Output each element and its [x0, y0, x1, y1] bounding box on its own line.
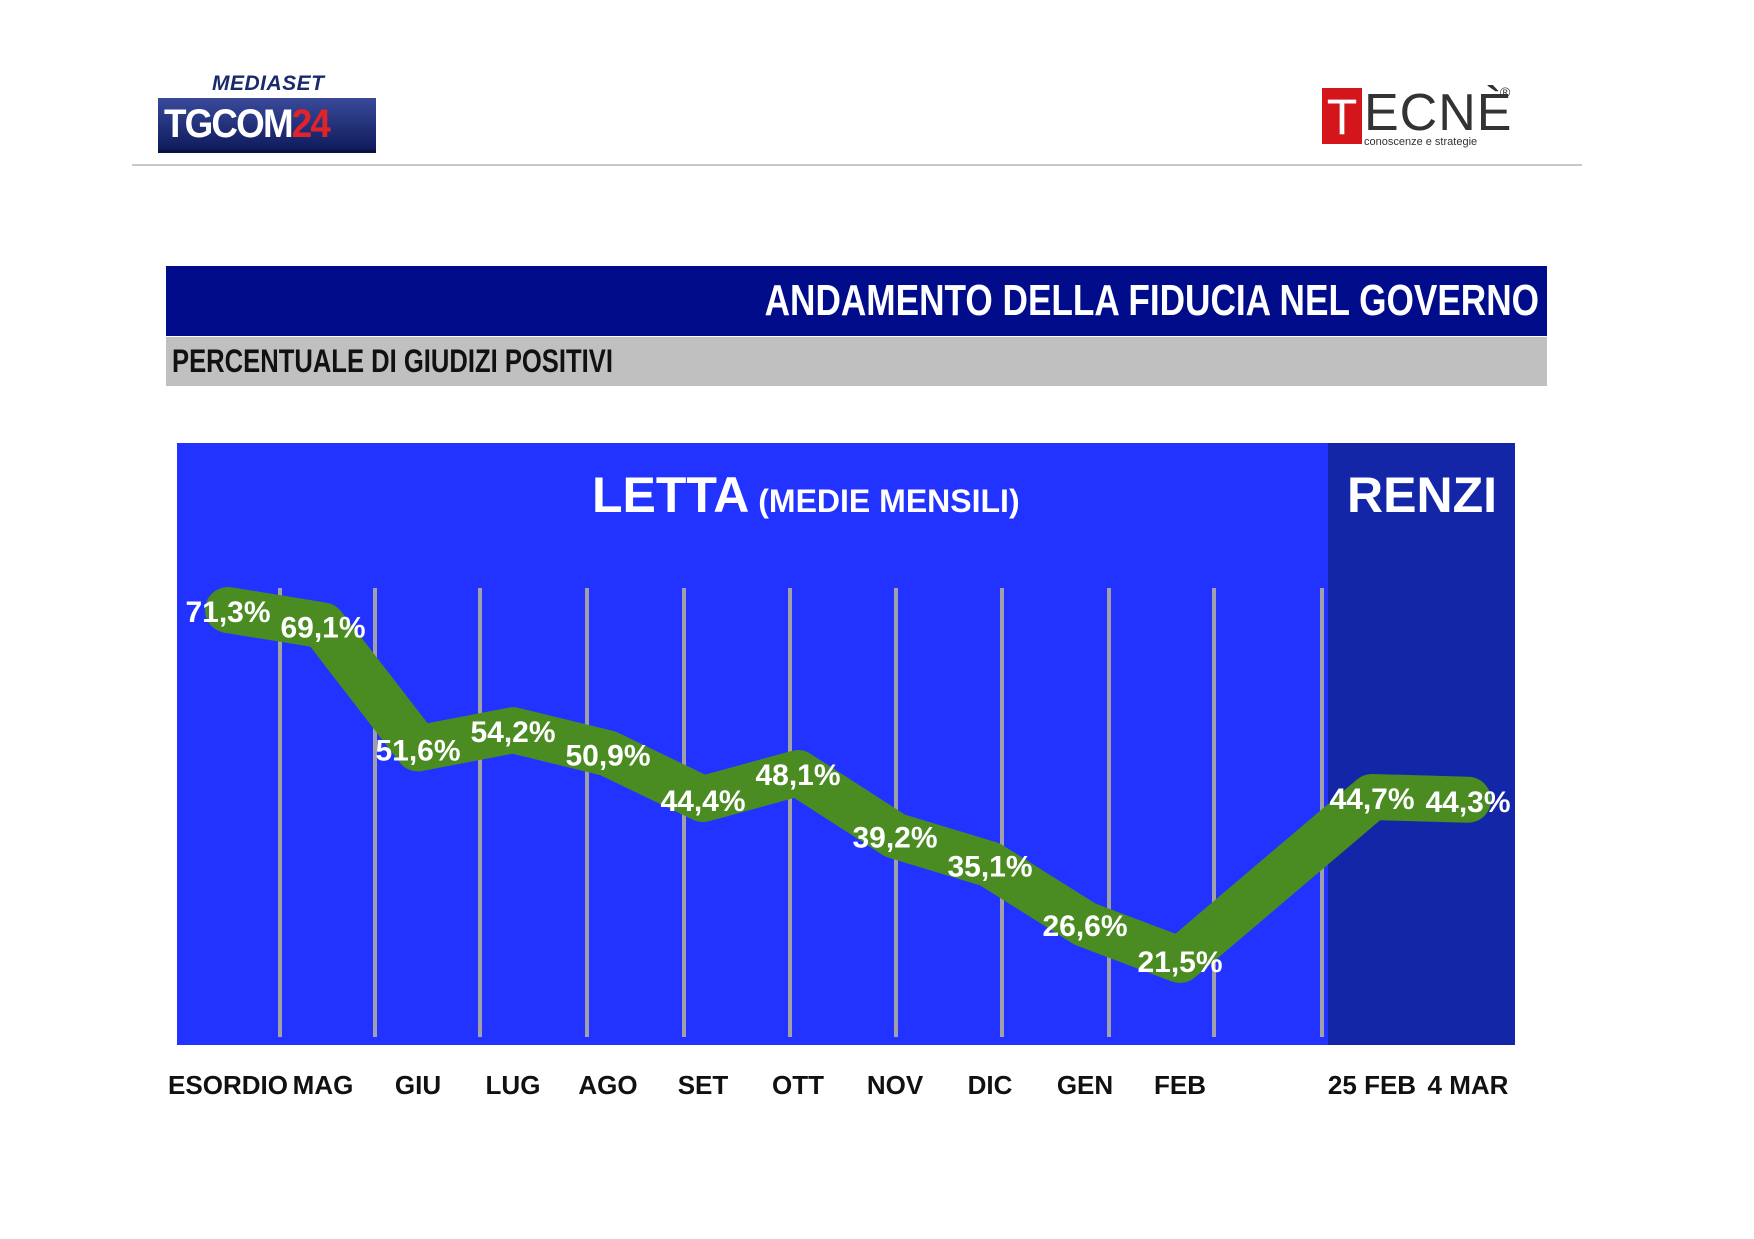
- mediaset-text: MEDIASET: [212, 72, 325, 95]
- renzi-region-label: RENZI: [1347, 467, 1497, 523]
- tgcom-text: TGCOM24: [164, 100, 331, 148]
- tgcom-word: TGCOM: [164, 102, 294, 146]
- tgcom24-logo: MEDIASET TGCOM24: [158, 72, 378, 154]
- x-tick-label-5: SET: [678, 1070, 729, 1100]
- page-title: ANDAMENTO DELLA FIDUCIA NEL GOVERNO: [764, 276, 1539, 325]
- data-label-3: 54,2%: [470, 716, 555, 749]
- x-tick-label-1: MAG: [293, 1070, 354, 1100]
- data-label-7: 39,2%: [852, 822, 937, 855]
- tecne-initial: T: [1322, 88, 1362, 145]
- data-label-9: 26,6%: [1042, 910, 1127, 943]
- data-label-12: 44,3%: [1425, 786, 1510, 819]
- x-tick-label-9: GEN: [1057, 1070, 1113, 1100]
- data-label-10: 21,5%: [1137, 946, 1222, 979]
- trust-series-line: [205, 587, 1491, 983]
- tecne-tagline: conoscenze e strategie: [1364, 136, 1478, 148]
- tecne-word: ECNÈ: [1364, 84, 1513, 142]
- title-bar: ANDAMENTO DELLA FIDUCIA NEL GOVERNO: [166, 266, 1547, 336]
- page-subtitle: PERCENTUALE DI GIUDIZI POSITIVI: [172, 343, 613, 379]
- tgcom-logo-bar: [158, 98, 376, 153]
- tecne-logo: T ECNÈ ® conoscenze e strategie: [1322, 82, 1522, 152]
- letta-label: LETTA: [592, 467, 749, 523]
- renzi-region: [1328, 443, 1515, 1045]
- letta-region-label: LETTA (MEDIE MENSILI): [592, 467, 1020, 523]
- header-divider: [132, 164, 1582, 166]
- x-tick-label-10: FEB: [1154, 1070, 1206, 1100]
- x-tick-label-4: AGO: [578, 1070, 637, 1100]
- x-tick-label-7: NOV: [867, 1070, 924, 1100]
- registered-mark: ®: [1500, 84, 1511, 100]
- data-label-4: 50,9%: [565, 739, 650, 772]
- data-label-1: 69,1%: [280, 611, 365, 644]
- data-label-0: 71,3%: [185, 596, 270, 629]
- data-label-8: 35,1%: [947, 850, 1032, 883]
- x-tick-label-3: LUG: [486, 1070, 541, 1100]
- x-tick-label-6: OTT: [772, 1070, 824, 1100]
- data-label-6: 48,1%: [755, 759, 840, 792]
- x-tick-label-12: 4 MAR: [1428, 1070, 1509, 1100]
- subtitle-bar: PERCENTUALE DI GIUDIZI POSITIVI: [166, 337, 1547, 386]
- data-label-2: 51,6%: [375, 734, 460, 767]
- x-tick-label-8: DIC: [968, 1070, 1013, 1100]
- data-label-5: 44,4%: [660, 785, 745, 818]
- x-tick-label-11: 25 FEB: [1328, 1070, 1416, 1100]
- x-tick-label-2: GIU: [395, 1070, 441, 1100]
- letta-sublabel: (MEDIE MENSILI): [749, 483, 1019, 519]
- tgcom-number: 24: [291, 102, 331, 146]
- x-tick-label-0: ESORDIO: [168, 1070, 288, 1100]
- data-label-11: 44,7%: [1329, 783, 1414, 816]
